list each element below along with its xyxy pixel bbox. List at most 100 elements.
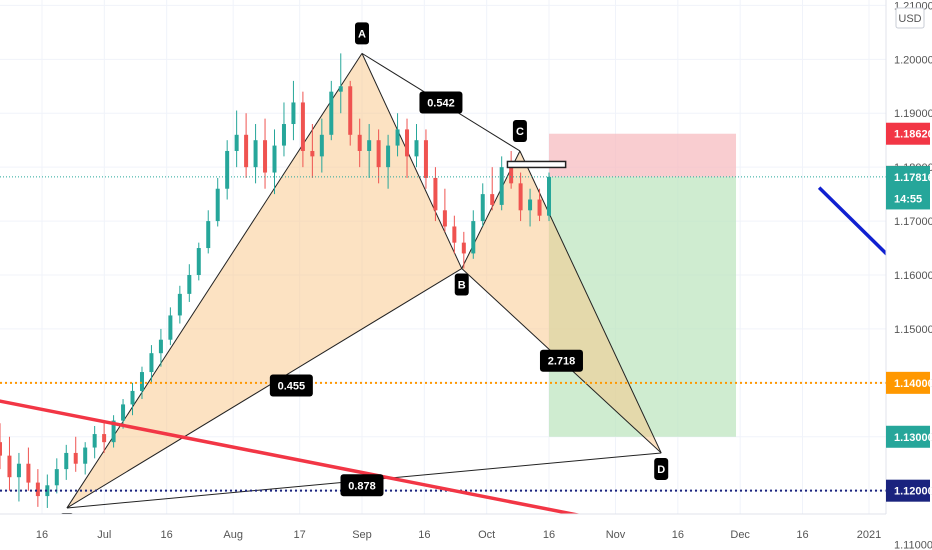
candle-body	[338, 86, 343, 92]
point-label-bg	[354, 22, 369, 45]
candle-body	[433, 177, 438, 211]
candle-body	[225, 150, 230, 189]
candle-body	[130, 390, 135, 405]
point-label-b: B	[454, 273, 469, 296]
ratio-label-text: 2.718	[548, 356, 576, 368]
price-axis-bg	[886, 0, 932, 550]
candle-body	[300, 102, 305, 151]
price-tag-text: 1.17816	[894, 172, 932, 184]
candle-body	[281, 124, 286, 146]
candle-body	[376, 140, 381, 168]
time-tick-label: 16	[161, 529, 173, 541]
candle-body	[168, 315, 173, 340]
currency-badge: USD	[895, 7, 925, 29]
harmonic-pattern[interactable]	[66, 52, 662, 509]
candle-body	[509, 167, 514, 184]
candle-body	[26, 463, 31, 483]
candle-body	[92, 434, 97, 448]
candle-body	[386, 145, 391, 168]
candle-body	[490, 194, 495, 205]
candle-body	[329, 91, 334, 135]
candle-body	[0, 442, 2, 456]
pattern-leg	[361, 53, 463, 269]
candle-body	[45, 485, 50, 497]
price-tag-text: 1.14000	[894, 378, 932, 390]
price-tick-label: 1.11000	[894, 540, 932, 550]
price-tick-label: 1.20000	[894, 54, 932, 66]
time-tick-label: Nov	[606, 529, 626, 541]
price-tag-bg	[886, 166, 930, 189]
price-axis[interactable]: 1.210001.200001.190001.180001.170001.160…	[885, 0, 932, 550]
candle-body	[158, 339, 163, 354]
time-tick-label: 16	[672, 529, 684, 541]
candle-body	[319, 134, 324, 157]
candle-body	[461, 242, 466, 254]
candle-body	[111, 420, 116, 443]
candle-body	[177, 293, 182, 316]
candle-body	[348, 86, 353, 135]
candle-body	[480, 194, 485, 222]
c-level-box	[506, 160, 567, 169]
candle-body	[291, 102, 296, 125]
time-tick-label: 17	[294, 529, 306, 541]
point-label-text: A	[358, 28, 366, 40]
currency-badge-text: USD	[898, 13, 921, 25]
candle-body	[528, 199, 533, 211]
candle-body	[471, 221, 476, 254]
price-tag-text: 1.13000	[894, 432, 932, 444]
price-tag-text: 1.18620	[894, 129, 932, 141]
candle-body	[357, 134, 362, 151]
point-label-c: C	[512, 119, 527, 142]
time-axis-bg	[0, 514, 886, 550]
price-tag: 1.14000	[886, 371, 932, 394]
point-label-d: D	[654, 457, 669, 480]
candle-body	[518, 183, 523, 211]
price-tick-label: 1.15000	[894, 324, 932, 336]
price-tick-label: 1.16000	[894, 270, 932, 282]
time-tick-label: Oct	[478, 529, 495, 541]
price-tick-label: 1.19000	[894, 108, 932, 120]
horizontal-lines	[0, 160, 886, 492]
ratio-label: 2.718	[539, 349, 583, 372]
candles	[0, 53, 552, 508]
price-tag: 14:55	[886, 187, 930, 210]
candle-body	[405, 129, 410, 157]
point-label-bg	[512, 119, 527, 142]
ratio-label-text: 0.542	[427, 97, 455, 109]
point-label-text: C	[516, 126, 524, 138]
candle-body	[187, 275, 192, 294]
time-tick-label: Dec	[730, 529, 750, 541]
candle-body	[16, 463, 21, 478]
price-tag-text: 1.12000	[894, 486, 932, 498]
candle-body	[537, 199, 542, 216]
pattern-leg	[519, 150, 662, 454]
candle-body	[35, 482, 40, 497]
ratio-label: 0.455	[269, 374, 313, 397]
price-tag: 1.12000	[886, 479, 932, 502]
point-label-bg	[654, 457, 669, 480]
ratio-label-text: 0.455	[278, 381, 306, 393]
candle-body	[452, 226, 457, 243]
pattern-bcd	[461, 150, 662, 453]
ratio-label-bg	[269, 374, 313, 397]
price-tag: 1.18620	[886, 122, 932, 145]
candle-body	[310, 150, 315, 157]
candle-body	[149, 353, 154, 373]
time-tick-label: Jul	[97, 529, 111, 541]
ratio-label-bg	[340, 474, 384, 497]
candle-body	[499, 167, 504, 205]
candle-body	[253, 140, 258, 168]
candle-body	[367, 140, 372, 151]
candle-body	[139, 372, 144, 391]
candle-body	[547, 176, 552, 216]
stop-loss-zone	[549, 133, 737, 177]
time-tick-label: 2021	[857, 529, 881, 541]
candle-body	[102, 434, 107, 443]
candle-body	[54, 469, 59, 486]
candle-body	[83, 447, 88, 464]
price-tag: 1.13000	[886, 425, 932, 448]
time-axis[interactable]: 16 Jul 16 Aug 17 Sep 16 Oct 16 Nov 16 Dec 16 2021	[0, 513, 886, 550]
price-tag-bg	[886, 425, 930, 448]
candle-body	[442, 210, 447, 227]
